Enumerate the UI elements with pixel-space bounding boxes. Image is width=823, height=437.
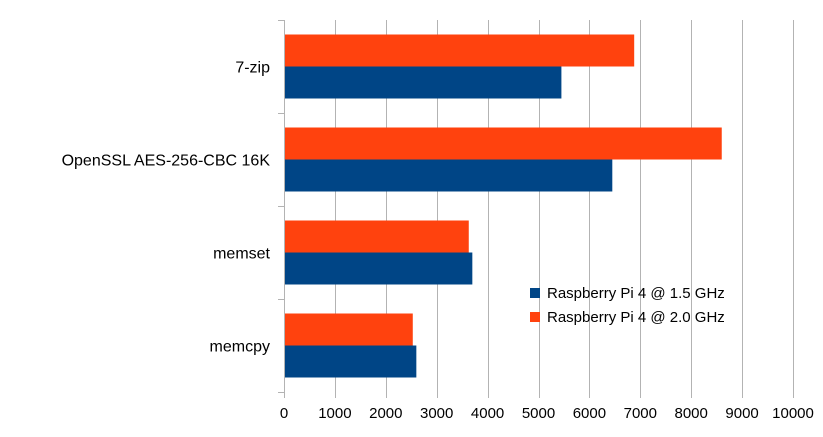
- category-label: memcpy: [210, 339, 270, 356]
- bar-pi4-1-5ghz: [285, 345, 417, 378]
- bar-pi4-1-5ghz: [285, 252, 473, 285]
- x-tick-label: 7000: [624, 405, 657, 422]
- x-tick-label: 3000: [420, 405, 453, 422]
- x-tick-label: 6000: [573, 405, 606, 422]
- legend-label: Raspberry Pi 4 @ 2.0 GHz: [547, 309, 725, 326]
- x-tick-label: 2000: [369, 405, 402, 422]
- legend-swatch: [530, 312, 540, 322]
- bar-pi4-1-5ghz: [285, 66, 562, 99]
- x-tick-label: 4000: [471, 405, 504, 422]
- bar-pi4-2-0ghz: [285, 220, 469, 253]
- category-label: 7-zip: [235, 60, 270, 77]
- axes: [278, 20, 794, 398]
- x-tick-label: 10000: [772, 405, 814, 422]
- x-tick-label: 8000: [675, 405, 708, 422]
- bar-pi4-2-0ghz: [285, 313, 413, 346]
- tick-labels: 0 1000 2000 3000 4000 5000 6000 7000 8000 9000 100…: [280, 405, 814, 422]
- bars: [285, 34, 722, 378]
- x-tick-label: 0: [280, 405, 288, 422]
- category-labels: 7-zip OpenSSL AES-256-CBC 16K memset memcpy: [62, 60, 271, 356]
- bar-pi4-1-5ghz: [285, 159, 613, 192]
- x-tick-label: 9000: [725, 405, 758, 422]
- legend-swatch: [530, 288, 540, 298]
- legend-label: Raspberry Pi 4 @ 1.5 GHz: [547, 285, 725, 302]
- category-label: OpenSSL AES-256-CBC 16K: [62, 153, 271, 170]
- x-tick-label: 1000: [318, 405, 351, 422]
- bar-pi4-2-0ghz: [285, 34, 635, 67]
- legend: Raspberry Pi 4 @ 1.5 GHz Raspberry Pi 4 @…: [530, 285, 725, 326]
- bar-pi4-2-0ghz: [285, 127, 722, 160]
- category-label: memset: [213, 246, 270, 263]
- x-tick-label: 5000: [522, 405, 555, 422]
